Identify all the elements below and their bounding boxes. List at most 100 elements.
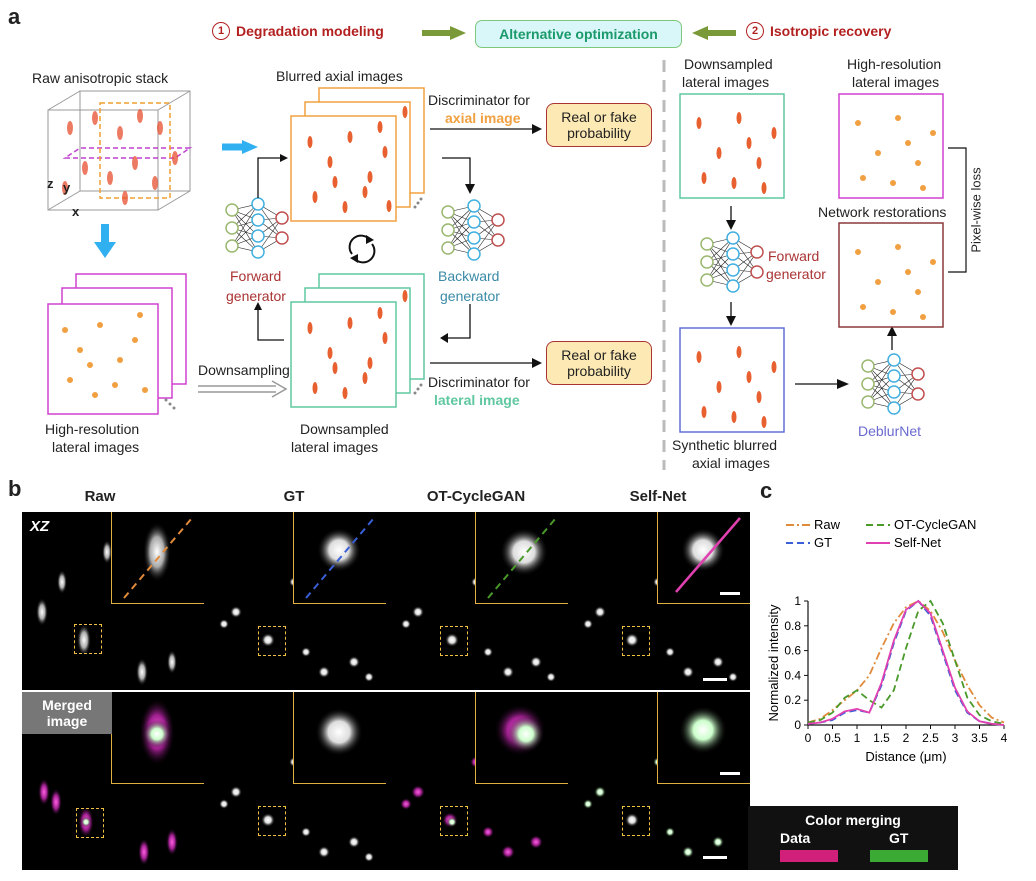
arrow-up-icon	[887, 326, 897, 350]
step1-label: Degradation modeling	[236, 23, 384, 39]
disc-axial-label-2: axial image	[445, 110, 521, 126]
x-tick-label: 1	[854, 731, 861, 745]
forward-generator-label-2: generator	[226, 288, 286, 304]
selfnet-xz-image	[583, 577, 738, 682]
col-title-gt: GT	[283, 488, 305, 505]
otcyclegan-xz-image	[401, 577, 556, 682]
legend-label: Self-Net	[894, 535, 941, 550]
arrow-down-connector-icon	[442, 157, 475, 194]
r-down-label-2: lateral images	[682, 74, 770, 90]
y-tick-label: 0.4	[784, 668, 801, 682]
r-forward-generator-network-icon	[700, 231, 764, 293]
selfnet-inset	[657, 512, 750, 604]
col-title-raw: Raw	[84, 488, 116, 505]
r-downsampled-image	[679, 93, 785, 199]
r-down-label-1: Downsampled	[684, 56, 773, 72]
arrow-to-deblurnet-icon	[795, 379, 849, 389]
legend-label: Raw	[814, 517, 841, 532]
gt-inset	[293, 512, 386, 604]
syn-blur-label-1: Synthetic blurred	[672, 437, 778, 453]
forward-generator-label-1: Forward	[230, 268, 282, 284]
col-title-selfnet: Self-Net	[629, 488, 687, 505]
series-line-selfnet	[807, 599, 1005, 726]
cell-otcyclegan-merged	[386, 692, 568, 870]
selfnet-roi-box	[622, 626, 650, 656]
downsampling-label: Downsampling	[198, 362, 290, 378]
cell-selfnet-xz	[568, 512, 750, 690]
raw-merged-image	[38, 778, 178, 866]
legend-gt-label: GT	[889, 830, 909, 846]
arrow-to-prob-lateral-icon	[430, 358, 542, 368]
disc-axial-label-1: Discriminator for	[428, 92, 530, 108]
prob-lateral-line-1: Real or fake	[561, 347, 637, 363]
axis-x-label: x	[72, 204, 80, 219]
otcyclegan-merged-inset	[475, 692, 568, 784]
legend-gt-swatch	[870, 850, 928, 862]
cell-raw-merged: Merged image	[22, 692, 204, 870]
downsampled-lateral-label-1: Downsampled	[300, 421, 389, 437]
y-tick-label: 0	[794, 718, 801, 732]
r-hr-label-1: High-resolution	[847, 56, 942, 72]
raw-xz-image	[36, 540, 177, 686]
xz-label: XZ	[30, 518, 50, 535]
gt-merged-roi-box	[258, 806, 286, 836]
real-fake-prob-axial: Real or fake probability	[546, 103, 652, 147]
step-degradation: 1 Degradation modeling	[212, 22, 384, 40]
y-axis-label: Normalized intensity	[766, 604, 781, 722]
pixel-loss-bracket	[948, 147, 967, 273]
step1-number: 1	[212, 22, 230, 40]
arrow-down-icon-1	[726, 206, 736, 230]
y-tick-label: 0.8	[784, 619, 801, 633]
prob-axial-line-1: Real or fake	[561, 109, 637, 125]
blurred-axial-stack	[290, 87, 425, 222]
otcyclegan-inset	[475, 512, 568, 604]
intensity-profile-chart: 0 0.5 1 1.5 2 2.5 3 3.5 4 0 0.2 0.4 0.6 0.8 1 Distance …	[766, 517, 1008, 764]
x-tick-label: 2	[903, 731, 910, 745]
legend-data-swatch	[780, 850, 838, 862]
arrow-right-blue-icon	[222, 140, 258, 154]
cell-gt-xz	[204, 512, 386, 690]
raw-inset	[111, 512, 204, 604]
prob-axial-line-2: probability	[567, 125, 631, 141]
arrow-to-prob-axial-icon	[430, 124, 542, 134]
axis-y-label: y	[63, 180, 71, 195]
panel-c-label: c	[760, 478, 773, 503]
step2-label: Isotropic recovery	[770, 23, 892, 39]
alternative-optimization-box: Alternative optimization	[475, 20, 682, 48]
blurred-axial-label: Blurred axial images	[276, 68, 403, 84]
gt-merged-inset	[293, 692, 386, 784]
step-isotropic: 2 Isotropic recovery	[746, 22, 891, 40]
arrow-right-green-icon	[422, 26, 466, 40]
raw-merged-inset	[111, 692, 204, 784]
divider-dashed	[662, 60, 666, 470]
raw-stack-cube	[47, 90, 193, 211]
x-axis-label: Distance (μm)	[865, 749, 946, 764]
arrow-up-left-connector-icon	[254, 302, 284, 341]
backward-generator-label-1: Backward	[438, 268, 500, 284]
real-fake-prob-lateral: Real or fake probability	[546, 341, 652, 385]
axis-z-label: z	[47, 176, 54, 191]
x-tick-label: 1.5	[873, 731, 890, 745]
disc-lateral-label-2: lateral image	[434, 392, 520, 408]
arrow-down-blue-icon	[94, 224, 116, 258]
forward-generator-network-icon	[225, 197, 289, 259]
x-tick-label: 4	[1001, 731, 1008, 745]
panel-a-label: a	[8, 4, 21, 29]
cell-selfnet-merged	[568, 692, 750, 870]
arrow-up-right-connector-icon	[257, 154, 288, 198]
downsampled-lateral-label-2: lateral images	[291, 439, 379, 455]
cycle-arrows-icon	[348, 234, 376, 264]
otcyclegan-merged-roi-box	[440, 806, 468, 836]
deblurnet-label: DeblurNet	[858, 423, 922, 439]
r-forward-label-2: generator	[766, 266, 826, 282]
x-tick-label: 0.5	[824, 731, 841, 745]
r-synthetic-blurred-image	[679, 327, 785, 433]
downsampled-lateral-stack	[290, 273, 425, 408]
deblurnet-network-icon	[861, 353, 925, 415]
legend-label: OT-CycleGAN	[894, 517, 976, 532]
arrow-down-icon-2	[726, 302, 736, 326]
r-restoration-image	[838, 222, 944, 328]
merged-image-label: Merged image	[22, 692, 112, 734]
pixel-loss-label: Pixel-wise loss	[968, 167, 984, 253]
series-line-otcyclegan	[807, 599, 1005, 725]
